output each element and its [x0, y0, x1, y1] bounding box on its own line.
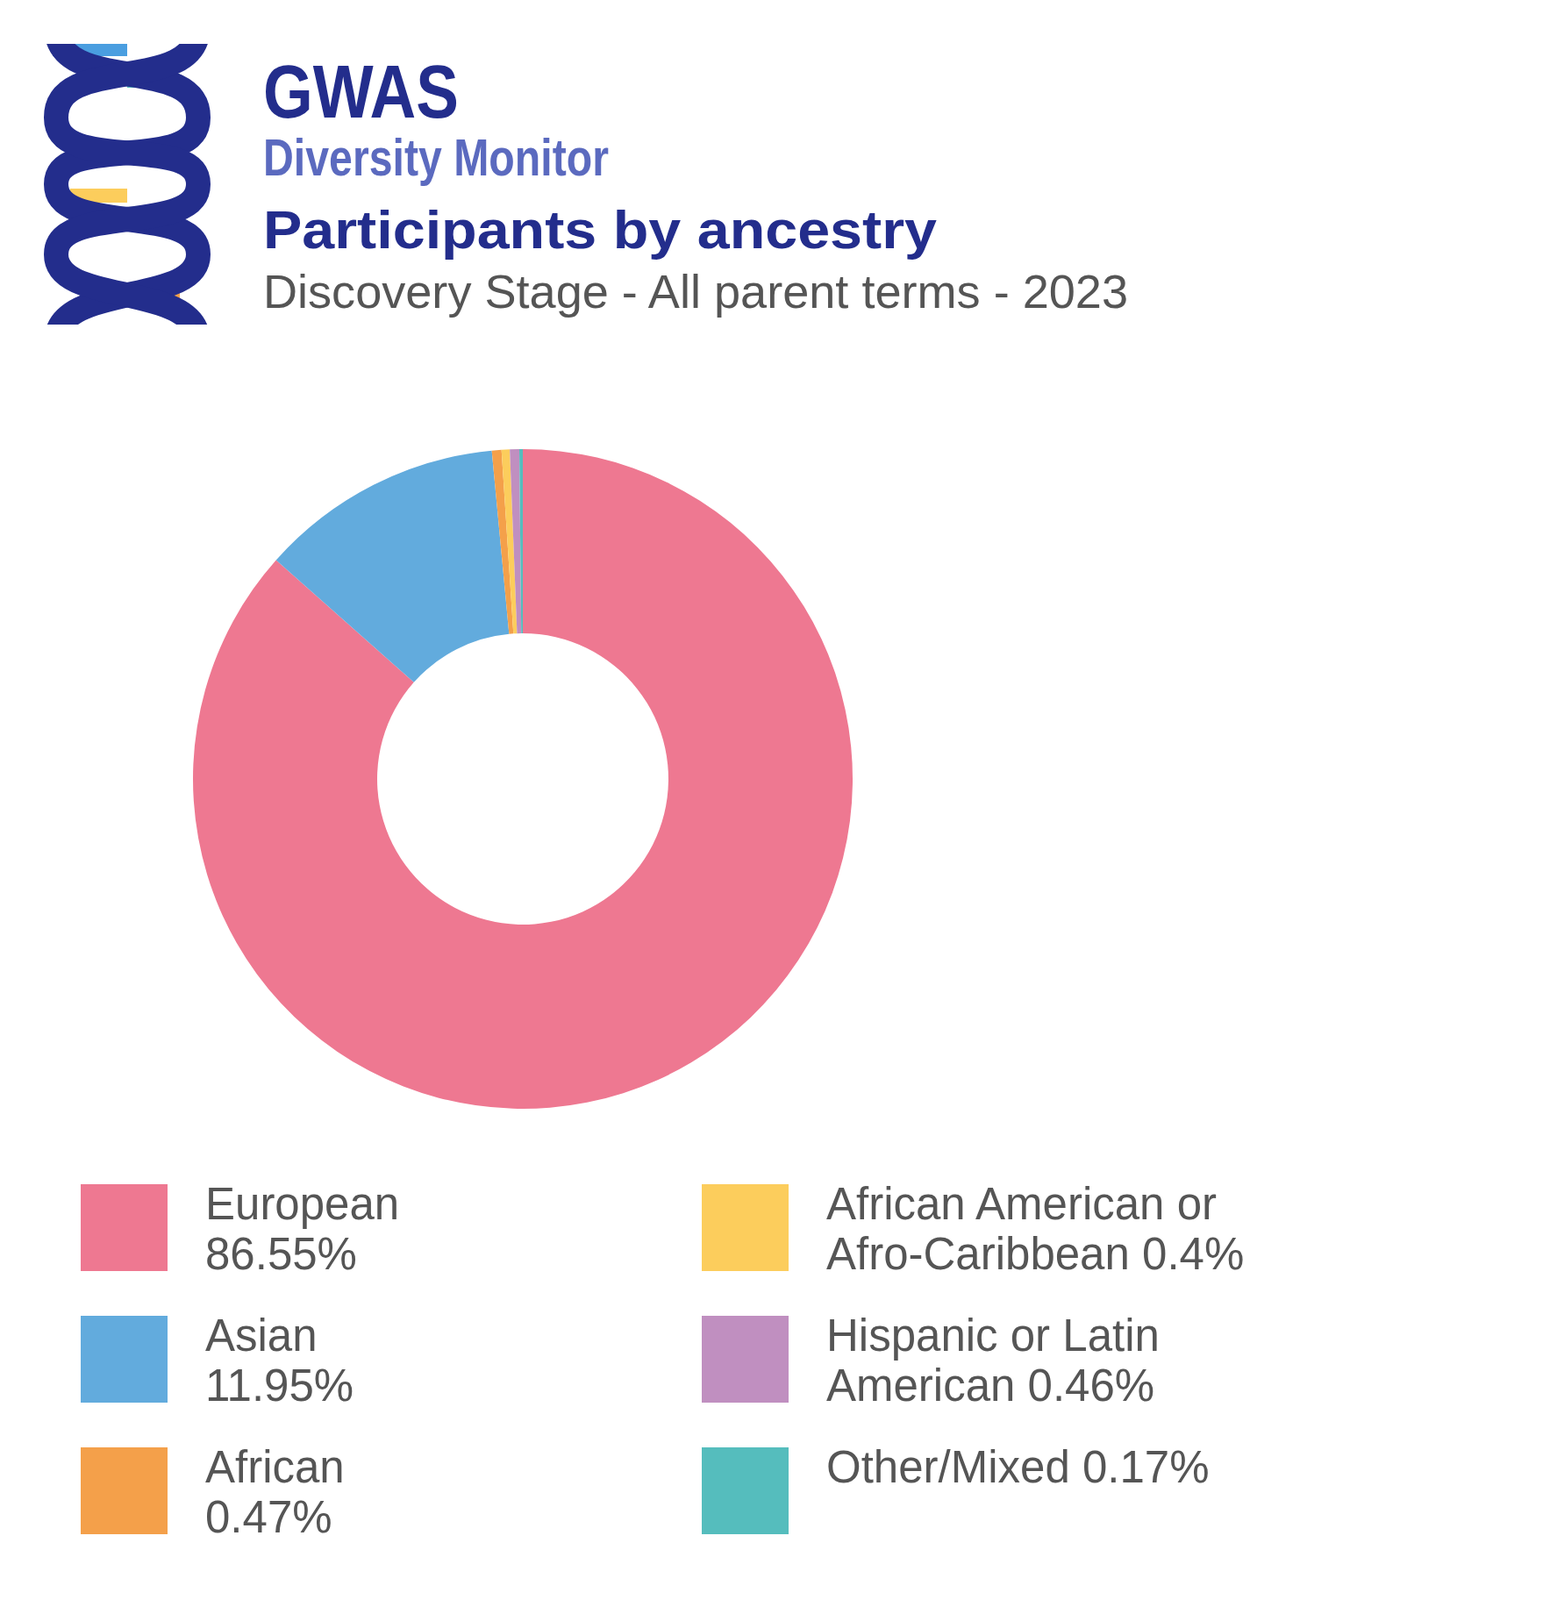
svg-text:Diversity Monitor: Diversity Monitor: [263, 128, 609, 187]
html-text:0.47%: 0.47%: [205, 1492, 333, 1543]
html-text:African American or Afro-Carib: African American or Afro-Caribbean 0.4%: [826, 1178, 1245, 1279]
svg-text:GWAS: GWAS: [263, 49, 459, 134]
html-text:Other/Mixed 0.17%: Other/Mixed 0.17%: [826, 1442, 1210, 1493]
html-text:European: European: [205, 1178, 400, 1229]
html-text:Asian: Asian: [205, 1310, 318, 1361]
html-text:86.55%: 86.55%: [205, 1228, 358, 1279]
html-text:Hispanic or Latin American 0.4: Hispanic or Latin American 0.46%: [826, 1310, 1160, 1411]
svg-text:Participants by ancestry: Participants by ancestry: [263, 200, 937, 260]
svg-text:Discovery Stage - All parent t: Discovery Stage - All parent terms - 202…: [263, 264, 1129, 318]
html-text:11.95%: 11.95%: [205, 1360, 354, 1411]
html-text:African: African: [205, 1442, 345, 1493]
